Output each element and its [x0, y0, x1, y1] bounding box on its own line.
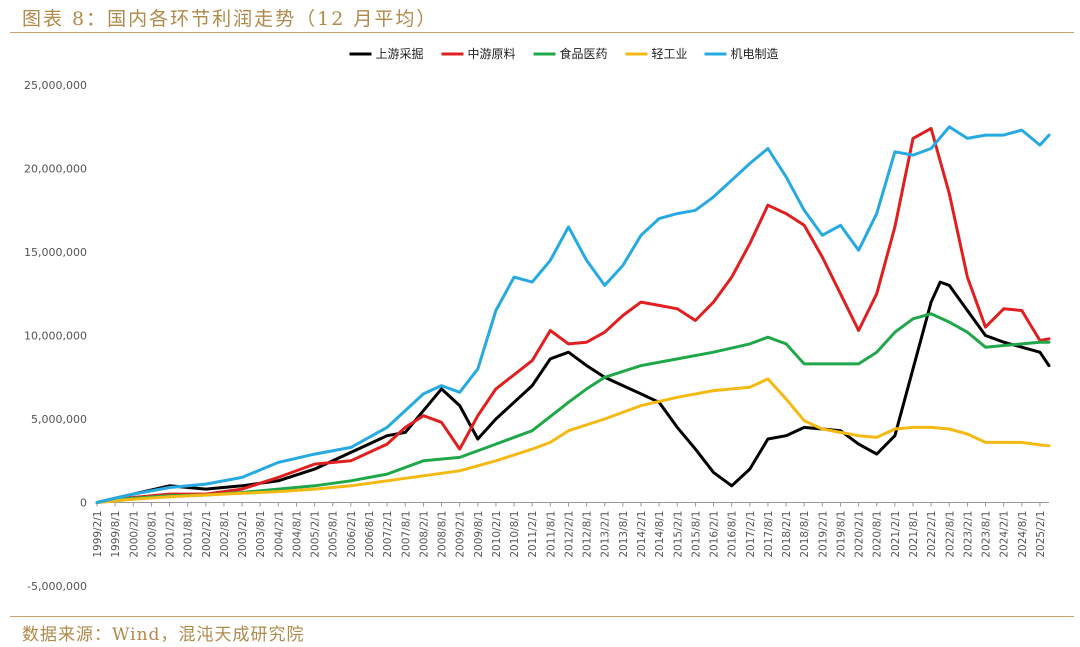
x-tick-label: 2021/8/1 [908, 511, 920, 558]
x-tick-label: 1999/2/1 [92, 511, 104, 558]
x-tick-label: 2004/8/1 [291, 511, 303, 558]
x-tick-label: 2008/8/1 [437, 511, 449, 558]
series-line [95, 126, 1051, 504]
x-tick-label: 2015/8/1 [690, 511, 702, 558]
x-tick-label: 2016/8/1 [727, 511, 739, 558]
series-line [95, 125, 1051, 504]
x-tick-label: 2005/2/1 [310, 511, 322, 558]
x-tick-label: 2021/2/1 [890, 511, 902, 558]
x-tick-label: 2013/2/1 [600, 511, 612, 558]
x-tick-label: 2012/2/1 [563, 511, 575, 558]
x-tick-label: 2013/8/1 [618, 511, 630, 558]
x-tick-label: 2003/2/1 [237, 511, 249, 558]
x-tick-label: 2007/8/1 [400, 511, 412, 558]
profit-trend-chart: 上游采掘 中游原料 食品医药 轻工业 机电制造 25,000,000 20,000,000… [24, 46, 1051, 593]
x-tick-label: 2005/8/1 [328, 511, 340, 558]
x-tick-label: 2010/8/1 [509, 511, 521, 558]
x-tick-label: 2002/2/1 [201, 511, 213, 558]
x-tick-label: 2003/8/1 [255, 511, 267, 558]
x-tick-label: 2022/8/1 [944, 511, 956, 558]
x-tick-label: 2017/2/1 [745, 511, 757, 558]
x-tick-label: 2001/8/1 [183, 511, 195, 558]
x-tick-label: 2019/2/1 [817, 511, 829, 558]
x-tick-label: 2009/2/1 [455, 511, 467, 558]
x-tick-label: 2010/2/1 [491, 511, 503, 558]
source-divider [10, 616, 1074, 617]
y-tick-label: 20,000,000 [24, 163, 87, 176]
x-tick-label: 2014/2/1 [636, 511, 648, 558]
x-tick-label: 2020/8/1 [872, 511, 884, 558]
legend-label: 中游原料 [468, 46, 516, 61]
x-tick-label: 2018/8/1 [799, 511, 811, 558]
chart-legend: 上游采掘 中游原料 食品医药 轻工业 机电制造 [349, 46, 779, 61]
x-axis: 1999/2/1 1999/8/1 2000/2/1 2000/8/1 2001/2/1… [92, 502, 1049, 558]
series-line [95, 377, 1051, 504]
legend-label: 上游采掘 [376, 46, 424, 61]
x-tick-label: 2014/8/1 [654, 511, 666, 558]
x-tick-label: 2025/2/1 [1035, 511, 1047, 558]
x-tick-label: 2019/8/1 [835, 511, 847, 558]
y-tick-label: -5,000,000 [27, 580, 87, 593]
x-tick-label: 2011/2/1 [527, 511, 539, 558]
x-tick-label: 2001/2/1 [165, 511, 177, 558]
y-axis: 25,000,000 20,000,000 15,000,000 10,000,000… [24, 79, 87, 593]
x-tick-label: 2009/8/1 [473, 511, 485, 558]
source-note: 数据来源：Wind，混沌天成研究院 [22, 625, 305, 645]
page-title: 图表 8：国内各环节利润走势（12 月平均） [22, 8, 438, 30]
x-tick-label: 2002/8/1 [219, 511, 231, 558]
x-tick-label: 2020/2/1 [854, 511, 866, 558]
x-tick-label: 2012/8/1 [582, 511, 594, 558]
legend-label: 轻工业 [652, 47, 688, 61]
x-tick-label: 2022/2/1 [926, 511, 938, 558]
x-tick-label: 2024/2/1 [999, 511, 1011, 558]
x-tick-label: 2015/2/1 [672, 511, 684, 558]
y-tick-label: 15,000,000 [24, 246, 87, 259]
x-tick-label: 2000/2/1 [128, 511, 140, 558]
title-divider [10, 32, 1074, 33]
y-tick-label: 25,000,000 [24, 79, 87, 92]
y-tick-label: 10,000,000 [24, 330, 87, 343]
x-tick-label: 2000/8/1 [146, 511, 158, 558]
x-tick-label: 2007/2/1 [382, 511, 394, 558]
y-tick-label: 0 [80, 497, 87, 510]
x-tick-label: 2016/2/1 [709, 511, 721, 558]
x-tick-label: 2006/2/1 [346, 511, 358, 558]
x-tick-label: 2004/2/1 [273, 511, 285, 558]
x-tick-label: 2024/8/1 [1017, 511, 1029, 558]
x-tick-label: 2018/2/1 [781, 511, 793, 558]
y-tick-label: 5,000,000 [31, 413, 87, 426]
legend-label: 机电制造 [731, 47, 779, 61]
series-line [95, 280, 1051, 504]
x-tick-label: 2017/8/1 [763, 511, 775, 558]
series-line [95, 312, 1051, 504]
legend-label: 食品医药 [560, 46, 608, 61]
x-tick-label: 2006/8/1 [364, 511, 376, 558]
x-tick-label: 2023/8/1 [981, 511, 993, 558]
x-tick-label: 1999/8/1 [110, 511, 122, 558]
x-tick-label: 2008/2/1 [418, 511, 430, 558]
x-tick-label: 2023/2/1 [962, 511, 974, 558]
series-lines [95, 125, 1051, 504]
x-tick-label: 2011/8/1 [545, 511, 557, 558]
